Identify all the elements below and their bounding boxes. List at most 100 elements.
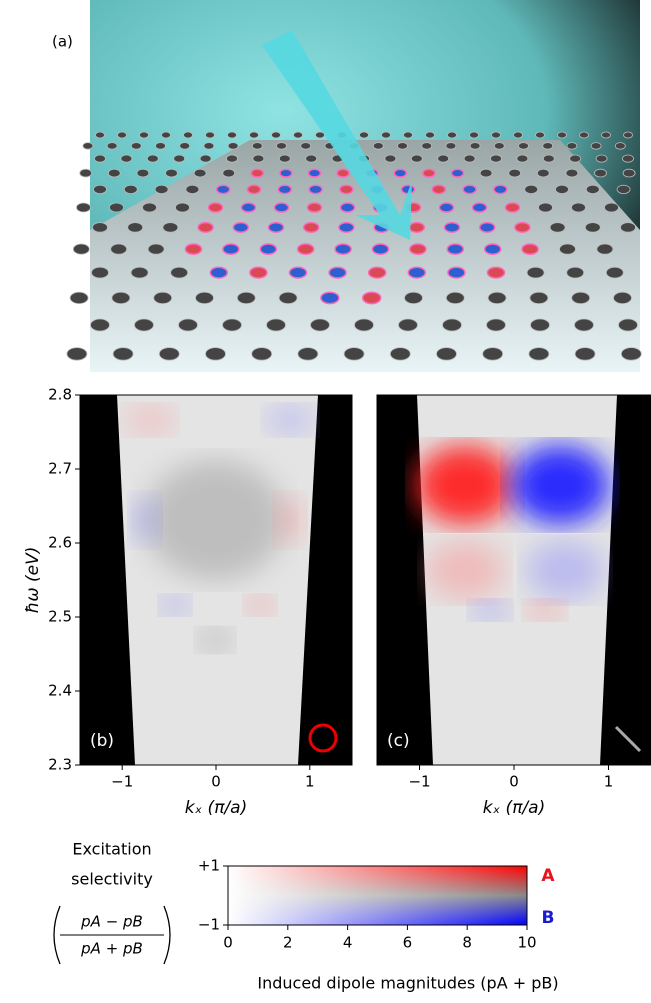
intensity-blob	[470, 600, 510, 620]
particle	[491, 155, 502, 162]
particle	[228, 143, 238, 150]
particle	[556, 185, 569, 193]
particle	[269, 223, 284, 233]
particle	[480, 169, 492, 177]
particle	[440, 203, 454, 212]
intensity-blob	[525, 540, 605, 600]
particle	[70, 292, 88, 303]
particle	[448, 132, 457, 138]
fraction-numerator: pA − pB	[80, 913, 143, 931]
intensity-blob	[145, 460, 285, 580]
particle	[531, 319, 550, 331]
x-tick-label: 10	[517, 934, 536, 952]
particle	[143, 203, 157, 212]
particle	[422, 143, 432, 150]
particle	[470, 143, 480, 150]
particle	[464, 155, 475, 162]
particle	[77, 203, 91, 212]
particle	[250, 267, 267, 278]
particle	[585, 223, 600, 233]
particle	[308, 203, 322, 212]
particle	[621, 348, 641, 361]
particle	[390, 348, 410, 361]
particle	[373, 143, 383, 150]
particle	[107, 143, 117, 150]
particle	[147, 155, 158, 162]
particle	[437, 348, 457, 361]
particle	[344, 348, 364, 361]
particle	[73, 244, 89, 254]
particle	[108, 169, 120, 177]
particle	[237, 292, 255, 303]
particle	[494, 185, 507, 193]
particle	[596, 155, 607, 162]
particle	[373, 244, 389, 254]
particle	[280, 169, 292, 177]
particle	[519, 143, 529, 150]
y-tick-label: 2.7	[48, 460, 72, 478]
particle	[223, 244, 239, 254]
particle	[311, 319, 330, 331]
particle	[251, 169, 263, 177]
particle	[550, 223, 565, 233]
particle	[112, 292, 130, 303]
y-tick-label: 2.4	[48, 682, 72, 700]
particle	[306, 155, 317, 162]
colorbar-end-label: A	[541, 866, 555, 886]
x-axis-label: kₓ (π/a)	[483, 798, 545, 818]
particle	[595, 169, 607, 177]
particle	[487, 319, 506, 331]
particle	[446, 292, 464, 303]
particle	[242, 203, 256, 212]
particle	[448, 267, 465, 278]
particle	[360, 132, 369, 138]
particle	[337, 169, 349, 177]
particle	[575, 319, 594, 331]
particle	[560, 244, 576, 254]
x-tick-label: 4	[343, 934, 353, 952]
particle	[536, 132, 545, 138]
particle	[179, 319, 198, 331]
particle	[113, 348, 133, 361]
spectrum-region	[117, 395, 318, 765]
particle	[111, 244, 127, 254]
particle	[575, 348, 595, 361]
particle	[223, 169, 235, 177]
particle	[206, 348, 226, 361]
particle	[605, 203, 619, 212]
colorbar-title: selectivity	[71, 870, 153, 889]
particle	[110, 203, 124, 212]
colorbar-x-label: Induced dipole magnitudes (pA + pB)	[257, 974, 558, 993]
panel-label: (a)	[52, 33, 73, 51]
particle	[446, 143, 456, 150]
intensity-blob	[245, 595, 275, 615]
intensity-blob	[415, 445, 515, 525]
particle	[580, 132, 589, 138]
particle	[159, 348, 179, 361]
y-tick-label: 2.8	[48, 386, 72, 404]
particle	[408, 267, 425, 278]
particle	[156, 143, 166, 150]
y-tick-label: 2.5	[48, 608, 72, 626]
particle	[176, 203, 190, 212]
particle	[473, 203, 487, 212]
particle	[452, 169, 464, 177]
y-tick-label: 2.3	[48, 756, 72, 774]
particle	[341, 203, 355, 212]
particle	[186, 185, 199, 193]
particle	[394, 169, 406, 177]
particle	[186, 244, 202, 254]
particle	[614, 292, 632, 303]
particle	[404, 132, 413, 138]
particle	[228, 132, 237, 138]
particle	[619, 319, 638, 331]
particle	[488, 292, 506, 303]
particle	[277, 143, 287, 150]
particle	[445, 223, 460, 233]
colorbar-fade	[228, 866, 527, 925]
particle	[543, 155, 554, 162]
particle	[515, 223, 530, 233]
intensity-blob	[525, 600, 565, 620]
particle	[309, 169, 321, 177]
particle	[91, 319, 110, 331]
